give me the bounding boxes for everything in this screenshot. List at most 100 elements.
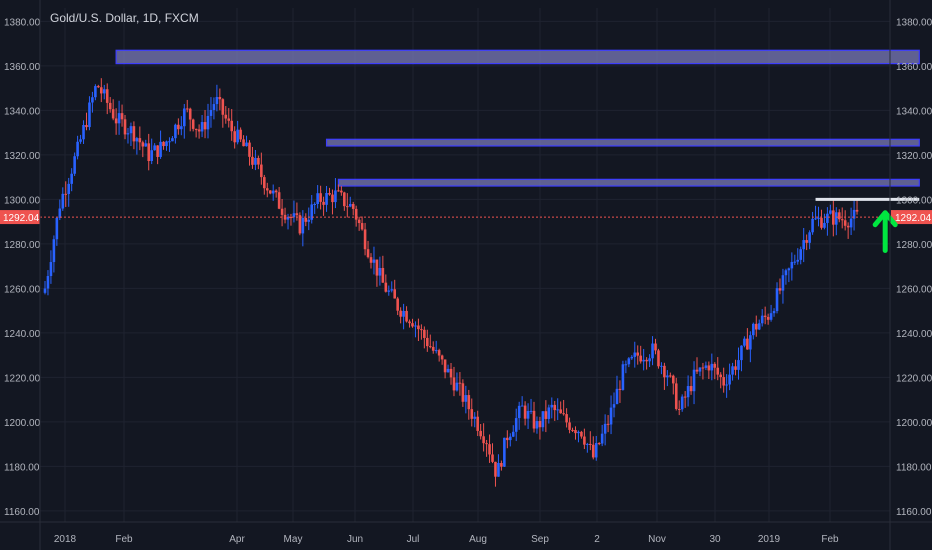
candle-body xyxy=(414,325,417,327)
resistance-zone xyxy=(325,138,920,147)
candle-body xyxy=(236,129,239,143)
candle-body xyxy=(837,212,841,220)
y-tick-label-left: 1360.00 xyxy=(4,62,41,73)
candle-body xyxy=(583,436,586,445)
candle-body xyxy=(251,156,254,165)
candle-body xyxy=(600,433,604,444)
candle-body xyxy=(426,337,429,347)
candle-body xyxy=(245,142,248,147)
candle-body xyxy=(443,359,447,373)
candle-body xyxy=(156,145,159,157)
candle-body xyxy=(331,194,334,203)
candle-body xyxy=(94,86,97,98)
candle-body xyxy=(411,323,414,327)
candle-body xyxy=(630,356,634,359)
resistance-zone xyxy=(115,49,920,65)
y-tick-label-left: 1240.00 xyxy=(4,329,41,340)
y-tick-label-right: 1160.00 xyxy=(896,507,932,518)
candle-body xyxy=(378,267,382,276)
candle-body xyxy=(366,249,370,258)
candle-body xyxy=(565,414,568,423)
candle-body xyxy=(76,141,79,157)
candle-body xyxy=(224,114,228,119)
candle-body xyxy=(796,259,800,262)
candle-body xyxy=(820,217,823,228)
candle-body xyxy=(470,409,474,419)
candle-body xyxy=(491,454,494,462)
y-tick-label-right: 1380.00 xyxy=(896,17,932,28)
candle-body xyxy=(568,422,571,430)
y-tick-label-left: 1340.00 xyxy=(4,106,41,117)
candle-body xyxy=(559,409,562,414)
candle-body xyxy=(242,139,245,147)
candle-body xyxy=(639,355,642,362)
candle-body xyxy=(268,190,272,194)
candle-body xyxy=(594,443,598,458)
candle-body xyxy=(420,329,423,331)
candle-body xyxy=(174,124,177,139)
candle-body xyxy=(132,126,136,142)
y-tick-label-right: 1180.00 xyxy=(896,462,932,473)
candle-body xyxy=(449,368,453,378)
candle-body xyxy=(615,388,619,405)
candle-body xyxy=(405,310,408,322)
candle-body xyxy=(811,218,814,233)
candle-body xyxy=(260,164,263,178)
candle-body xyxy=(79,139,82,142)
candle-body xyxy=(203,122,207,130)
candle-body xyxy=(88,102,91,128)
candle-body xyxy=(100,87,103,94)
current-price-badge-left xyxy=(0,210,40,225)
candle-body xyxy=(514,418,518,432)
candle-body xyxy=(749,335,752,350)
up-arrow-head xyxy=(872,210,898,228)
candle-body xyxy=(182,108,186,127)
y-tick-label-right: 1340.00 xyxy=(896,106,932,117)
candle-body xyxy=(271,190,275,194)
candle-body xyxy=(781,275,785,291)
current-price-badge-right xyxy=(891,210,932,225)
candle-body xyxy=(574,430,577,434)
candle-body xyxy=(126,133,130,135)
candle-body xyxy=(257,157,260,165)
candle-body xyxy=(114,118,118,124)
candle-body xyxy=(458,382,462,384)
candle-body xyxy=(752,323,755,336)
candle-body xyxy=(345,206,349,208)
y-tick-label-left: 1260.00 xyxy=(4,284,41,295)
candle-body xyxy=(609,407,613,425)
current-price-label-right: 1292.04 xyxy=(895,213,932,224)
candle-body xyxy=(722,377,725,386)
candle-body xyxy=(408,321,411,324)
candle-body xyxy=(277,192,281,209)
candle-body xyxy=(826,213,829,223)
candle-body xyxy=(434,350,438,352)
candle-body xyxy=(354,208,358,220)
candle-body xyxy=(384,282,388,292)
y-tick-label-right: 1260.00 xyxy=(896,284,932,295)
candle-body xyxy=(233,131,236,143)
candle-body xyxy=(606,423,610,425)
candle-body xyxy=(396,298,399,311)
candle-body xyxy=(479,430,482,437)
candle-body xyxy=(787,268,791,271)
candle-body xyxy=(547,407,551,419)
candle-body xyxy=(701,367,705,369)
candle-body xyxy=(775,288,779,312)
candle-body xyxy=(618,388,622,390)
candle-body xyxy=(452,377,456,391)
candle-body xyxy=(304,217,308,222)
candle-body xyxy=(855,209,859,212)
candle-body xyxy=(535,421,539,429)
candle-body xyxy=(734,366,737,370)
candle-body xyxy=(108,102,112,110)
candle-body xyxy=(150,150,153,162)
x-tick-label: 2 xyxy=(594,534,600,545)
candle-body xyxy=(289,216,293,218)
x-tick-label: Jun xyxy=(347,534,363,545)
candle-body xyxy=(737,360,740,370)
candle-body xyxy=(263,177,266,189)
candle-body xyxy=(351,204,355,209)
